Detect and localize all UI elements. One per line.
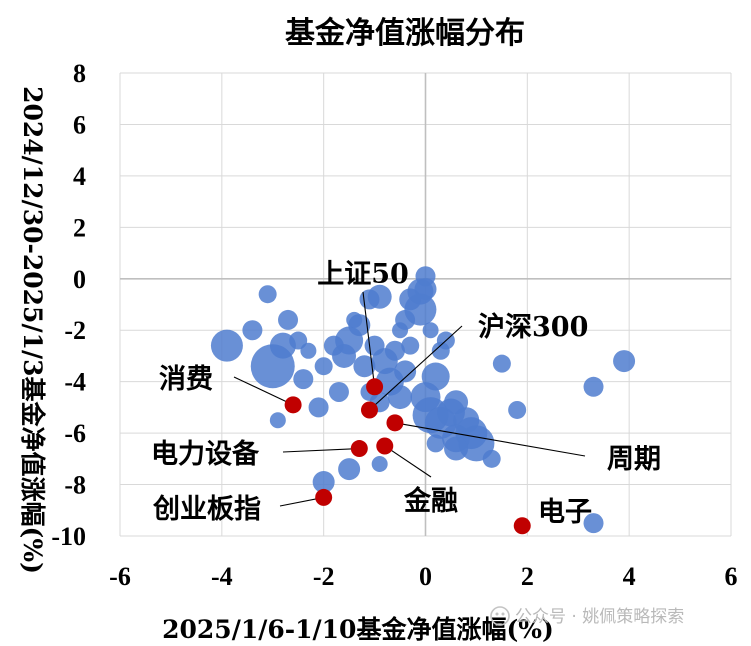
y-tick-label: -8 <box>64 471 86 500</box>
index-label: 创业板指 <box>152 494 261 525</box>
fund-point <box>508 400 527 419</box>
tick-labels: 8 6 4 2 0 -2 -4 -6 -8 -10 -6 -4 -2 0 2 4 6 <box>51 59 737 591</box>
wechat-icon <box>490 606 510 626</box>
index-label: 电子 <box>538 497 592 528</box>
index-point <box>513 517 531 535</box>
fund-point <box>312 470 335 493</box>
chart-title: 基金净值涨幅分布 <box>285 16 525 51</box>
index-label: 沪深300 <box>478 312 588 343</box>
x-tick-label: -4 <box>211 562 233 591</box>
fund-point <box>353 355 376 378</box>
y-tick-label: -2 <box>64 316 86 345</box>
fund-point <box>308 397 329 418</box>
index-point <box>386 414 404 432</box>
index-label: 金融 <box>403 485 458 517</box>
y-tick-label: 8 <box>73 59 86 88</box>
index-point <box>284 396 302 414</box>
index-point <box>366 378 384 396</box>
index-point <box>376 437 394 455</box>
leader-line <box>282 447 360 453</box>
index-point <box>315 488 333 506</box>
y-tick-label: -4 <box>64 368 86 397</box>
x-tick-label: -6 <box>109 562 131 591</box>
leader-line <box>369 325 463 411</box>
fund-point <box>371 455 388 472</box>
watermark: 公众号 · 姚佩策略探索 <box>490 606 684 627</box>
annotation-leaders <box>233 291 586 507</box>
wechat-icon-dot <box>495 612 499 616</box>
fund-point <box>426 434 445 453</box>
wechat-icon-dot <box>501 612 505 616</box>
fund-point <box>401 336 420 355</box>
fund-point <box>258 285 277 304</box>
fund-point <box>367 284 392 309</box>
fund-point <box>278 309 299 330</box>
fund-point <box>338 458 361 481</box>
fund-point <box>314 357 333 376</box>
index-label: 电力设备 <box>151 439 260 470</box>
leader-line <box>362 291 376 387</box>
fund-point <box>210 329 243 362</box>
y-tick-label: 4 <box>73 162 86 191</box>
fund-point <box>242 320 263 341</box>
x-tick-label: -2 <box>313 562 335 591</box>
fund-point <box>346 311 363 328</box>
watermark-text: 公众号 · 姚佩策略探索 <box>515 607 684 627</box>
leader-line <box>384 445 432 478</box>
y-tick-label: 2 <box>73 213 86 242</box>
y-axis-title: 2024/12/30-2025/1/3基金净值涨幅(%) <box>18 86 47 574</box>
fund-point <box>394 360 417 383</box>
fund-point <box>293 369 314 390</box>
fund-point <box>583 376 604 397</box>
fund-point <box>415 266 436 287</box>
index-label: 周期 <box>607 444 661 475</box>
fund-point <box>422 322 439 339</box>
fund-point <box>482 449 501 468</box>
fund-point <box>328 381 349 402</box>
y-tick-label: 6 <box>73 110 86 139</box>
fund-point <box>388 385 413 410</box>
index-label: 消费 <box>159 364 213 395</box>
index-point <box>350 440 368 458</box>
y-tick-label: -6 <box>64 419 86 448</box>
fund-point <box>613 350 636 373</box>
fund-point <box>583 513 604 534</box>
index-label: 上证50 <box>317 259 409 290</box>
x-tick-label: 0 <box>419 562 432 591</box>
fund-point <box>444 436 469 461</box>
x-axis-title: 2025/1/6-1/10基金净值涨幅(%) <box>162 615 554 644</box>
index-point <box>360 401 378 419</box>
index-points <box>284 378 531 535</box>
x-tick-label: 4 <box>623 562 636 591</box>
leader-line <box>394 422 586 457</box>
fund-point <box>384 340 405 361</box>
fund-point <box>404 293 437 326</box>
y-tick-label: 0 <box>73 265 86 294</box>
y-tick-label: -10 <box>51 522 86 551</box>
fund-point <box>492 354 511 373</box>
fund-point <box>300 342 317 359</box>
fund-point <box>289 331 308 350</box>
leader-line <box>233 376 294 406</box>
fund-point <box>269 412 286 429</box>
x-tick-label: 6 <box>725 562 738 591</box>
x-tick-label: 2 <box>521 562 534 591</box>
